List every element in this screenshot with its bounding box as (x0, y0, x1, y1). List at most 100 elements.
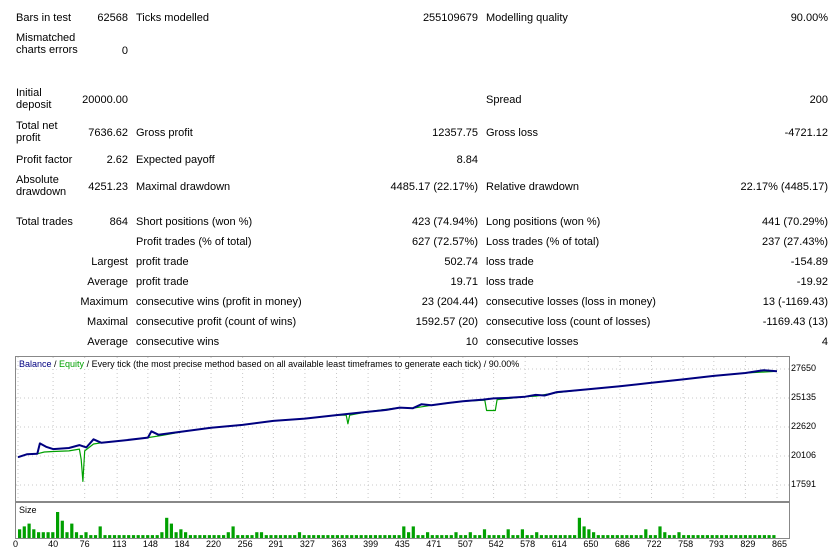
size-bar (501, 535, 506, 538)
size-bar (79, 535, 83, 538)
size-bar (454, 532, 458, 538)
ptrades-value: 627 (72.57%) (411, 236, 478, 248)
size-bar (307, 535, 311, 538)
size-bar (188, 535, 192, 538)
avg-consec-losses-value: 4 (821, 336, 828, 348)
grossprofit-label: Gross profit (136, 127, 193, 139)
size-bar (767, 535, 771, 538)
maximum-label: Maximum (80, 296, 128, 308)
size-bar (179, 529, 183, 538)
size-bar (41, 532, 45, 538)
x-tick-label: 686 (614, 539, 630, 549)
size-bar (241, 535, 245, 538)
size-bar (772, 535, 776, 538)
size-bar (592, 532, 596, 538)
size-bar (473, 535, 477, 538)
legend-equity: Equity (59, 359, 85, 369)
size-bar (705, 535, 709, 538)
size-bar (150, 535, 154, 538)
size-bar (51, 532, 55, 538)
largest-loss-label: loss trade (486, 256, 534, 268)
size-bar (354, 535, 358, 538)
short-label: Short positions (won %) (136, 216, 253, 228)
trades-value: 864 (109, 216, 128, 228)
chart-legend: Balance / Equity / Every tick (the most … (19, 359, 520, 369)
size-bar (601, 535, 605, 538)
x-tick-label: 363 (331, 539, 347, 549)
size-bar (720, 535, 724, 538)
long-label: Long positions (won %) (486, 216, 601, 228)
size-bar (32, 529, 36, 538)
size-bar (416, 535, 420, 538)
size-bar (74, 532, 79, 538)
size-bar (245, 535, 249, 538)
legend-description: / Every tick (the most precise method ba… (84, 359, 520, 369)
size-bar (226, 532, 230, 538)
max-consec-wins-label: consecutive wins (profit in money) (136, 296, 302, 308)
mismatch-label: Mismatched charts errors (16, 32, 78, 56)
size-bar (345, 535, 349, 538)
pf-label: Profit factor (16, 154, 73, 166)
size-bar (648, 535, 653, 538)
size-bar (274, 535, 278, 538)
size-bar (98, 526, 102, 538)
size-bar (582, 526, 586, 538)
trades-label: Total trades (16, 216, 73, 228)
size-bar (729, 535, 733, 538)
deposit-label: Initial deposit (16, 87, 52, 111)
x-tick-label: 256 (237, 539, 253, 549)
largest-profit-label: profit trade (136, 256, 189, 268)
grossloss-value: -4721.12 (784, 127, 828, 139)
size-bar (468, 532, 472, 538)
ep-label: Expected payoff (136, 154, 215, 166)
size-bar (89, 535, 93, 538)
size-bar (155, 535, 159, 538)
size-bar (250, 535, 254, 538)
maximal-label: Maximal (87, 316, 128, 328)
x-tick-label: 614 (551, 539, 567, 549)
ltrades-value: 237 (27.43%) (761, 236, 828, 248)
maxdd-value: 4485.17 (22.17%) (390, 181, 478, 193)
maximal-consec-loss-label: consecutive loss (count of losses) (486, 316, 651, 328)
size-bar (359, 535, 363, 538)
x-tick-label: 722 (646, 539, 662, 549)
ptrades-label: Profit trades (% of total) (136, 236, 252, 248)
pf-value: 2.62 (106, 154, 128, 166)
size-bar (554, 535, 558, 538)
x-tick-label: 507 (457, 539, 473, 549)
size-bar (131, 535, 136, 538)
size-svg (18, 512, 776, 538)
size-bar (108, 535, 112, 538)
size-bar (326, 535, 330, 538)
size-bar (217, 535, 221, 538)
balance-equity-chart: Balance / Equity / Every tick (the most … (15, 356, 790, 502)
size-bar (112, 535, 117, 538)
size-bar (611, 535, 615, 538)
reldd-label: Relative drawdown (486, 181, 579, 193)
x-tick-label: 435 (394, 539, 410, 549)
size-bar (312, 535, 316, 538)
size-bar (639, 535, 643, 538)
size-bar (497, 535, 501, 538)
size-label: Size (19, 505, 37, 515)
avg-consec-wins-value: 10 (465, 336, 478, 348)
size-bar (715, 535, 719, 538)
size-bar (321, 535, 325, 538)
size-bar (691, 535, 695, 538)
average-profit-label: profit trade (136, 276, 189, 288)
size-bar (758, 535, 762, 538)
size-bar (615, 535, 619, 538)
size-bar (492, 535, 496, 538)
size-bar (255, 532, 259, 538)
size-bar (278, 535, 283, 538)
absdd-label: Absolute drawdown (16, 174, 67, 198)
ticks-value: 255109679 (422, 12, 478, 24)
grossprofit-value: 12357.75 (432, 127, 478, 139)
size-bar (682, 535, 686, 538)
size-bar (677, 532, 681, 538)
long-value: 441 (70.29%) (761, 216, 828, 228)
size-bar (672, 535, 676, 538)
size-bar (37, 532, 41, 538)
size-bar (634, 535, 638, 538)
size-bar (93, 535, 98, 538)
